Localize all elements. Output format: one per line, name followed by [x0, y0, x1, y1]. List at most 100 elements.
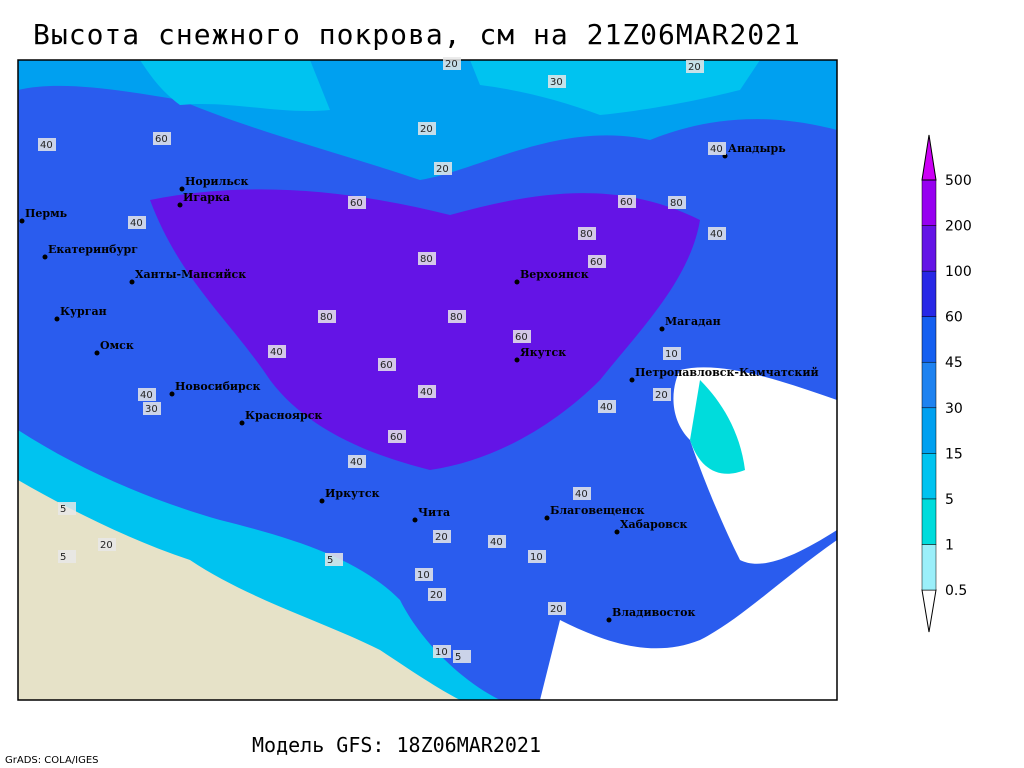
contour-label: 5	[327, 555, 333, 566]
contour-label: 5	[455, 652, 461, 663]
city-label: Чита	[418, 506, 450, 519]
city-label: Пермь	[25, 207, 68, 220]
contour-label-bg	[58, 502, 76, 515]
contour-label-bg	[453, 650, 471, 663]
city-dot	[19, 218, 25, 224]
city-label: Благовещенск	[550, 504, 645, 517]
contour-label: 5	[60, 552, 66, 563]
colorbar-label: 200	[945, 219, 972, 235]
contour-label-bg	[433, 530, 451, 543]
city-dot	[94, 350, 100, 356]
colorbar-top-triangle	[921, 134, 937, 181]
contour-label: 80	[580, 229, 593, 240]
city-dot	[412, 517, 418, 523]
contour-label: 20	[100, 540, 113, 551]
contour-label: 20	[430, 590, 443, 601]
contour-label: 5	[60, 504, 66, 515]
contour-label: 60	[380, 360, 393, 371]
colorbar-band	[921, 544, 937, 591]
contour-label-bg	[686, 60, 704, 73]
colorbar-band	[921, 316, 937, 363]
contour-label-bg	[38, 138, 56, 151]
contour-label: 40	[270, 347, 283, 358]
contour-label-bg	[488, 535, 506, 548]
contour-label-bg	[548, 75, 566, 88]
city-label: Иркутск	[325, 487, 380, 500]
city-dot	[659, 326, 665, 332]
colorbar-band	[921, 270, 937, 317]
contour-label-bg	[128, 216, 146, 229]
contour-label-bg	[653, 388, 671, 401]
contour-label-bg	[578, 227, 596, 240]
contour-label: 40	[350, 457, 363, 468]
contour-label: 20	[550, 604, 563, 615]
city-label: Омск	[100, 339, 134, 352]
city-dot	[606, 617, 612, 623]
city-label: Игарка	[183, 191, 230, 204]
contour-label-bg	[325, 553, 343, 566]
colorbar-band	[921, 225, 937, 272]
contour-label-bg	[448, 310, 466, 323]
contour-label-bg	[428, 588, 446, 601]
city-label: Верхоянск	[520, 268, 589, 281]
contour-label-bg	[528, 550, 546, 563]
contour-label: 40	[710, 144, 723, 155]
city-dot	[54, 316, 60, 322]
contour-label: 80	[320, 312, 333, 323]
colorbar-label: 5	[945, 492, 954, 508]
city-dot	[169, 391, 175, 397]
city-label: Ханты-Мансийск	[135, 268, 246, 281]
contour-label-bg	[268, 345, 286, 358]
colorbar-label: 100	[945, 264, 972, 280]
contour-label: 40	[490, 537, 503, 548]
colorbar-label: 1	[945, 537, 954, 553]
colorbar-label: 500	[945, 173, 972, 189]
colorbar-band	[921, 179, 937, 226]
colorbar-label: 30	[945, 401, 963, 417]
colorbar-band	[921, 407, 937, 454]
city-label: Курган	[60, 305, 107, 318]
contour-label: 20	[420, 124, 433, 135]
contour-label-bg	[418, 122, 436, 135]
city-label: Анадырь	[728, 142, 786, 155]
contour-label-bg	[143, 402, 161, 415]
contour-label: 20	[445, 59, 458, 70]
colorbar-label: 60	[945, 310, 963, 326]
contour-label: 20	[655, 390, 668, 401]
contour-label: 10	[530, 552, 543, 563]
contour-label-bg	[318, 310, 336, 323]
city-label: Новосибирск	[175, 380, 260, 393]
contour-label: 80	[420, 254, 433, 265]
contour-label-bg	[153, 132, 171, 145]
city-label: Владивосток	[612, 606, 696, 619]
sea	[540, 540, 837, 700]
colorbar-band	[921, 453, 937, 500]
city-label: Якутск	[520, 346, 566, 359]
contour-label: 10	[665, 349, 678, 360]
city-label: Екатеринбург	[48, 243, 138, 256]
city-dot	[629, 377, 635, 383]
city-label: Петропавловск-Камчатский	[635, 366, 819, 379]
map	[17, 59, 838, 701]
contour-label-bg	[663, 347, 681, 360]
contour-label-bg	[708, 227, 726, 240]
contour-label-bg	[58, 550, 76, 563]
colorbar-band	[921, 361, 937, 409]
contour-label-bg	[513, 330, 531, 343]
contour-label: 60	[155, 134, 168, 145]
contour-label: 20	[436, 164, 449, 175]
contour-label-bg	[668, 196, 686, 209]
contour-label: 80	[670, 198, 683, 209]
contour-label: 60	[590, 257, 603, 268]
contour-label: 30	[145, 404, 158, 415]
contour-label-bg	[415, 568, 433, 581]
contour-label: 40	[575, 489, 588, 500]
city-dot	[239, 420, 245, 426]
contour-label-bg	[348, 196, 366, 209]
contour-label-bg	[598, 400, 616, 413]
credit: GrADS: COLA/IGES	[5, 755, 99, 766]
model-label: Модель GFS: 18Z06MAR2021	[252, 733, 541, 757]
contour-label-bg	[348, 455, 366, 468]
contour-label: 40	[710, 229, 723, 240]
bare-land	[18, 480, 460, 700]
